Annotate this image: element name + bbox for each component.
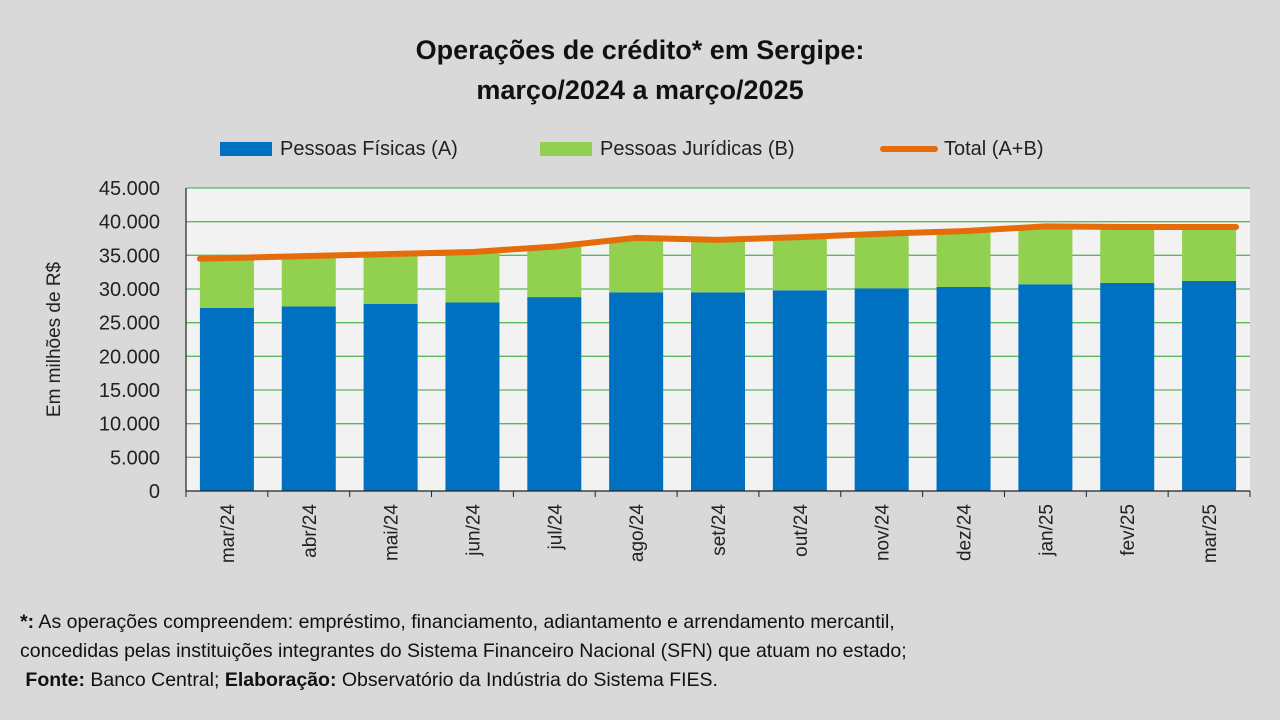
bar-pessoas-fisicas [1018,284,1073,491]
legend-swatch-pessoas-fisicas [220,142,272,156]
bar-pessoas-fisicas [1100,282,1155,491]
bar-pessoas-juridicas [936,231,991,287]
bar-pessoas-juridicas [363,253,418,304]
legend-item-total: Total (A+B) [880,134,1043,164]
bar-pessoas-fisicas [609,292,664,491]
x-tick-label: jan/25 [1036,504,1057,557]
chart-title: Operações de crédito* em Sergipe: março/… [0,30,1280,110]
x-tick-label: mai/24 [382,504,403,561]
legend-item-pessoas-fisicas: Pessoas Físicas (A) [220,134,458,164]
bar-pessoas-juridicas [772,237,827,291]
bar-pessoas-fisicas [445,302,500,491]
bar-pessoas-juridicas [854,233,909,289]
bar-pessoas-fisicas [691,292,745,491]
bar-pessoas-juridicas [281,256,336,307]
footnote-line3: Fonte: Banco Central; Elaboração: Observ… [20,666,1260,695]
bar-pessoas-juridicas [199,258,254,308]
legend-label-pessoas-fisicas: Pessoas Físicas (A) [280,137,458,160]
x-tick-label: jul/24 [545,504,566,551]
y-tick-label: 20.000 [99,346,160,368]
legend-swatch-pessoas-juridicas [540,142,592,156]
y-tick-label: 5.000 [110,447,160,469]
elaboration-label: Elaboração: [224,669,337,691]
bar-pessoas-fisicas [854,288,909,491]
y-tick-label: 40.000 [99,212,160,234]
bar-pessoas-fisicas [936,286,991,491]
x-tick-label: jun/24 [463,504,484,557]
y-tick-label: 25.000 [99,313,160,335]
x-tick-label: out/24 [791,504,812,557]
x-tick-label: nov/24 [873,504,894,561]
bar-pessoas-juridicas [609,237,664,293]
y-tick-label: 45.000 [99,178,160,200]
chart-title-line1: Operações de crédito* em Sergipe: [415,35,865,65]
bar-pessoas-fisicas [772,290,827,491]
footnote: *: As operações compreendem: empréstimo,… [20,608,1260,695]
y-tick-label: 0 [149,481,160,503]
y-axis-label: Em milhões de R$ [44,261,65,417]
y-tick-label: 10.000 [99,414,160,436]
x-tick-label: fev/25 [1118,504,1139,556]
x-tick-label: mar/25 [1200,504,1221,563]
footnote-line2: concedidas pelas instituições integrante… [20,640,907,662]
y-tick-label: 15.000 [99,380,160,402]
bar-pessoas-juridicas [527,246,582,298]
stacked-bar-chart: 0 5.000 10.000 15.000 20.000 25.000 30.000 35.0… [44,178,1251,564]
bar-pessoas-fisicas [199,307,254,491]
source-label: Fonte: [25,669,85,691]
bar-pessoas-fisicas [527,297,582,491]
x-tick-label: mar/24 [218,504,239,564]
footnote-marker: *: [20,611,35,633]
bar-pessoas-juridicas [1182,227,1237,281]
footnote-line1: *: As operações compreendem: empréstimo,… [20,608,1260,637]
bar-pessoas-fisicas [281,306,336,491]
x-tick-label: abr/24 [300,504,321,558]
source-text: Banco Central; [85,669,225,691]
bar-pessoas-juridicas [1100,227,1155,283]
legend-label-pessoas-juridicas: Pessoas Jurídicas (B) [600,137,795,160]
bar-pessoas-juridicas [691,239,745,293]
x-tick-label: ago/24 [627,504,648,563]
legend-item-pessoas-juridicas: Pessoas Jurídicas (B) [540,134,795,164]
x-tick-label: dez/24 [955,504,976,561]
y-tick-label: 35.000 [99,245,160,267]
x-tick-label: set/24 [709,504,730,556]
bar-pessoas-fisicas [1182,280,1237,491]
chart-legend: Pessoas Físicas (A) Pessoas Jurídicas (B… [0,134,1280,164]
footnote-text1: As operações compreendem: empréstimo, fi… [34,611,895,633]
bar-pessoas-fisicas [363,303,418,491]
bar-pessoas-juridicas [1018,226,1073,285]
legend-swatch-total [880,146,938,152]
bar-pessoas-juridicas [445,251,500,303]
legend-label-total: Total (A+B) [944,137,1044,160]
chart-title-line2: março/2024 a março/2025 [476,75,804,105]
y-tick-label: 30.000 [99,279,160,301]
elaboration-text: Observatório da Indústria do Sistema FIE… [336,669,718,691]
